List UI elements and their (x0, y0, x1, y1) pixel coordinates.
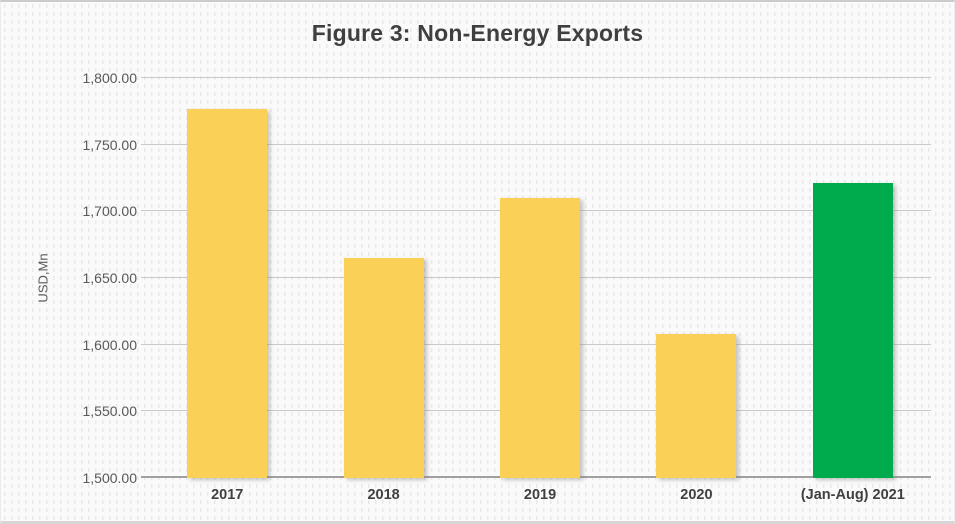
y-tick-label: 1,600.00 (82, 336, 138, 353)
x-axis-label: 2019 (523, 487, 557, 503)
gridline (141, 143, 931, 145)
bar-2017 (187, 108, 268, 478)
y-tick-label: 1,750.00 (82, 136, 138, 153)
bar-2018 (343, 258, 424, 478)
y-tick-label: 1,700.00 (82, 203, 138, 220)
bar-slot (462, 78, 618, 478)
bar-slot (618, 78, 774, 478)
chart-title: Figure 3: Non-Energy Exports (311, 20, 644, 46)
x-axis-label: 2018 (367, 487, 400, 503)
y-axis-tick-labels: 1,800.00 1,750.00 1,700.00 1,650.00 1,600.00… (1, 71, 138, 485)
plot-area (141, 77, 931, 478)
x-axis-label: (Jan-Aug) 2021 (800, 487, 905, 503)
y-tick-label: 1,800.00 (82, 70, 138, 86)
x-axis-label: 2017 (211, 487, 244, 503)
y-tick-label: 1,500.00 (82, 470, 138, 486)
bar-slot (149, 78, 305, 478)
bar-2020 (656, 334, 737, 478)
bar-2019 (500, 198, 581, 478)
y-tick-label: 1,550.00 (82, 403, 138, 420)
x-axis-label: 2020 (680, 487, 713, 503)
x-axis-labels: 2017 2018 2019 2020 (Jan-Aug) 2021 (149, 487, 931, 503)
bar-slot (775, 78, 931, 478)
bar-series (149, 78, 931, 478)
bar--jan-aug-2021 (812, 183, 893, 478)
gridline (141, 77, 931, 78)
bar-slot (305, 78, 461, 478)
y-tick-label: 1,650.00 (82, 270, 138, 286)
